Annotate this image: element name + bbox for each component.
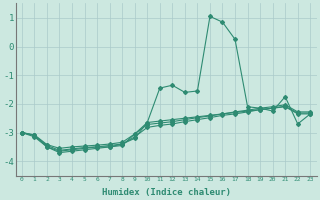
X-axis label: Humidex (Indice chaleur): Humidex (Indice chaleur) — [101, 188, 231, 197]
